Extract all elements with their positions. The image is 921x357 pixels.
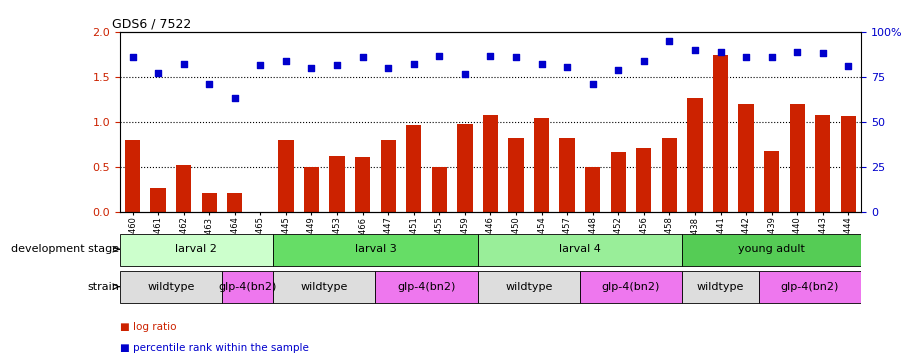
Point	[739, 55, 753, 60]
Bar	[150, 188, 166, 212]
Point	[790, 49, 805, 55]
Point	[458, 72, 472, 77]
FancyBboxPatch shape	[274, 234, 478, 266]
Point	[125, 55, 140, 60]
Bar	[380, 140, 396, 212]
Bar	[636, 147, 651, 212]
Text: wildtype: wildtype	[300, 282, 348, 292]
Point	[764, 55, 779, 60]
FancyBboxPatch shape	[478, 234, 682, 266]
Text: ■ log ratio: ■ log ratio	[120, 322, 176, 332]
Point	[432, 54, 447, 59]
FancyBboxPatch shape	[120, 234, 274, 266]
Text: glp-4(bn2): glp-4(bn2)	[218, 282, 276, 292]
Point	[176, 61, 191, 66]
Point	[304, 65, 319, 71]
Point	[380, 65, 395, 71]
Bar	[585, 167, 600, 212]
Point	[484, 53, 498, 59]
Text: larval 2: larval 2	[176, 244, 217, 254]
Point	[330, 62, 344, 68]
Point	[636, 58, 651, 64]
Point	[713, 49, 728, 55]
Point	[356, 55, 370, 60]
Point	[662, 38, 677, 44]
Text: glp-4(bn2): glp-4(bn2)	[781, 282, 839, 292]
Bar	[764, 151, 779, 212]
Point	[815, 50, 830, 56]
Text: ■ percentile rank within the sample: ■ percentile rank within the sample	[120, 343, 309, 353]
Bar	[713, 55, 729, 212]
Bar	[278, 140, 294, 212]
Text: young adult: young adult	[739, 244, 805, 254]
Point	[202, 81, 216, 87]
Point	[508, 55, 523, 60]
Point	[611, 67, 625, 73]
Bar	[841, 116, 856, 212]
Point	[406, 61, 421, 66]
Bar	[330, 156, 344, 212]
FancyBboxPatch shape	[759, 271, 861, 303]
Point	[841, 64, 856, 69]
Bar	[534, 118, 549, 212]
Text: development stage: development stage	[11, 244, 119, 254]
Text: larval 3: larval 3	[355, 244, 396, 254]
Point	[586, 81, 600, 86]
Point	[151, 70, 166, 76]
Bar	[611, 152, 626, 212]
Bar	[661, 139, 677, 212]
FancyBboxPatch shape	[580, 271, 682, 303]
Text: glp-4(bn2): glp-4(bn2)	[397, 282, 456, 292]
Bar	[815, 115, 831, 212]
Point	[688, 47, 703, 53]
FancyBboxPatch shape	[222, 271, 274, 303]
Point	[534, 61, 549, 66]
Bar	[687, 98, 703, 212]
Text: wildtype: wildtype	[697, 282, 744, 292]
Point	[560, 64, 575, 70]
Bar	[406, 125, 422, 212]
Bar	[125, 140, 140, 212]
Text: wildtype: wildtype	[505, 282, 553, 292]
Bar	[739, 104, 753, 212]
FancyBboxPatch shape	[274, 271, 376, 303]
Bar	[202, 192, 216, 212]
Bar	[304, 167, 320, 212]
Point	[253, 62, 268, 68]
Bar	[789, 104, 805, 212]
FancyBboxPatch shape	[376, 271, 478, 303]
Bar	[457, 124, 472, 212]
Text: glp-4(bn2): glp-4(bn2)	[601, 282, 660, 292]
Point	[278, 58, 293, 64]
Point	[227, 95, 242, 101]
Text: larval 4: larval 4	[559, 244, 600, 254]
FancyBboxPatch shape	[120, 271, 222, 303]
FancyBboxPatch shape	[682, 234, 861, 266]
Bar	[227, 192, 242, 212]
Bar	[355, 156, 370, 212]
Text: wildtype: wildtype	[147, 282, 194, 292]
FancyBboxPatch shape	[478, 271, 580, 303]
FancyBboxPatch shape	[682, 271, 759, 303]
Bar	[483, 115, 498, 212]
Bar	[176, 165, 192, 212]
Text: strain: strain	[87, 282, 119, 292]
Text: GDS6 / 7522: GDS6 / 7522	[112, 18, 192, 31]
Bar	[432, 167, 447, 212]
Bar	[508, 137, 524, 212]
Bar	[559, 139, 575, 212]
